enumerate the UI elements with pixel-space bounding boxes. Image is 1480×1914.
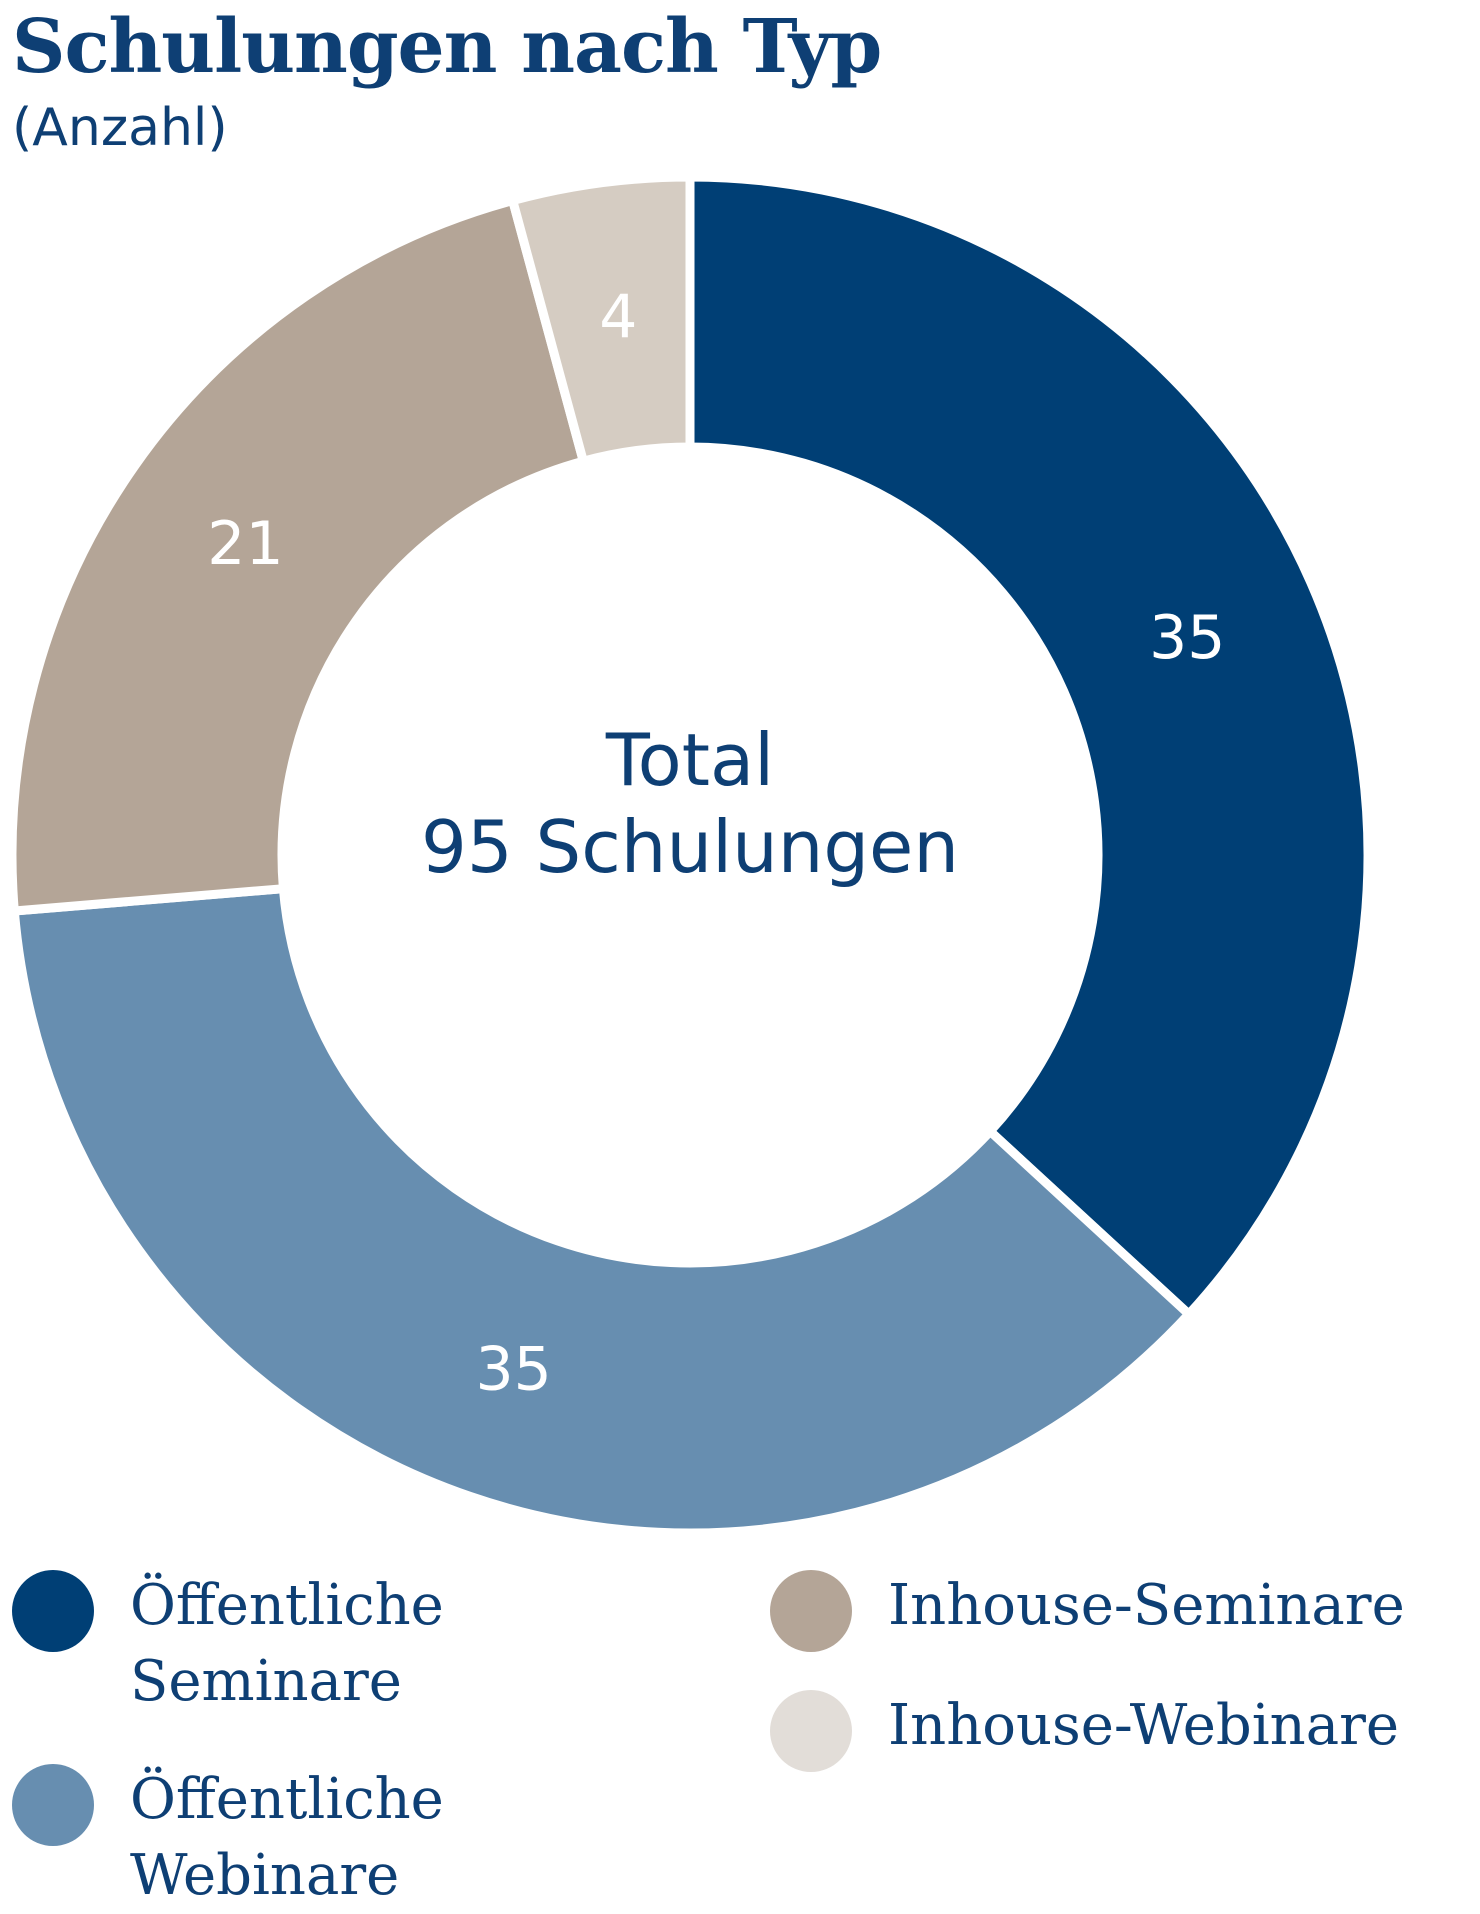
slice-value-label-1: 35 xyxy=(476,1335,552,1405)
slice-value-label-3: 4 xyxy=(599,283,637,353)
donut-slice-3 xyxy=(507,172,695,467)
donut-slice-1 xyxy=(9,883,1196,1538)
center-total-value: 95 Schulungen xyxy=(421,805,959,889)
slice-value-label-2: 21 xyxy=(207,509,283,579)
chart-title: Schulungen nach Typ xyxy=(12,4,882,90)
chart-subtitle: (Anzahl) xyxy=(12,98,228,158)
slice-value-label-0: 35 xyxy=(1149,603,1225,673)
slice-labels: 35 35 21 4 xyxy=(207,283,1225,1405)
donut-slice-2 xyxy=(7,195,589,916)
donut-slice-0 xyxy=(685,172,1373,1321)
donut-slices xyxy=(7,172,1373,1538)
center-total-label: Total xyxy=(605,718,774,802)
